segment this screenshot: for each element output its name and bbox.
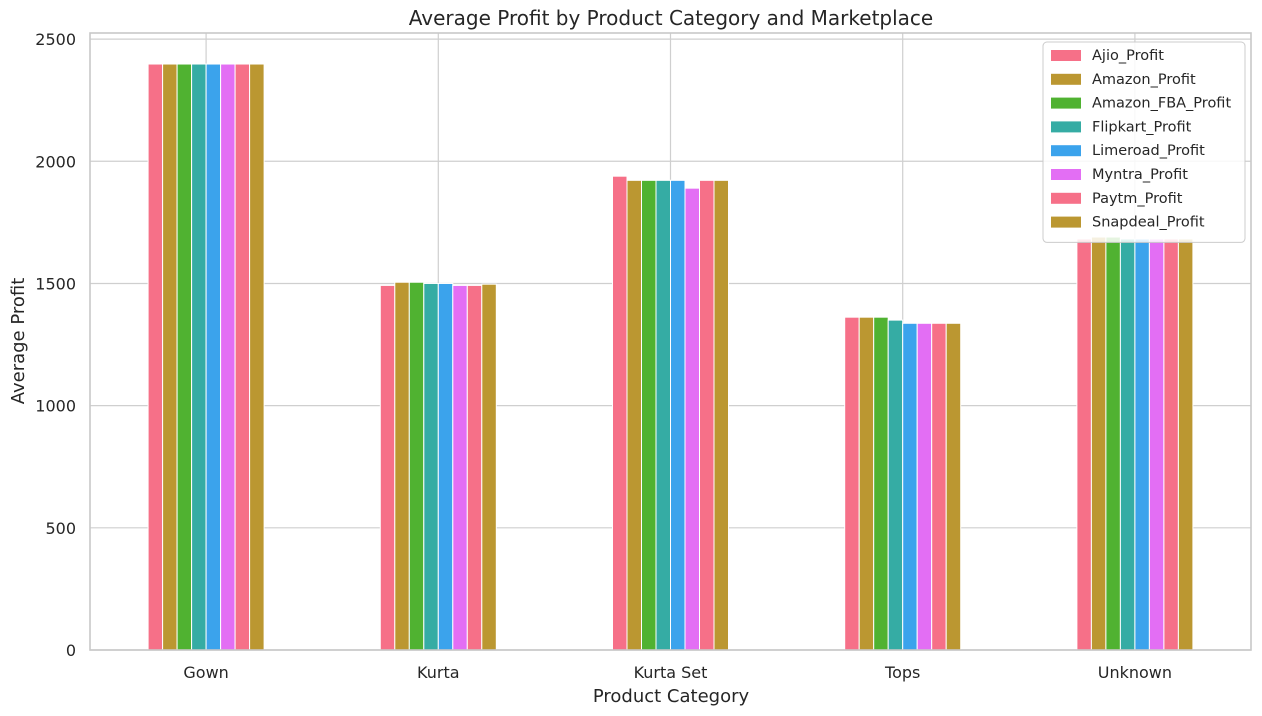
legend-swatch (1051, 73, 1081, 85)
ticks-layer: 0 500 1000 1500 2000 2500 Gown Kurta Kurta Set To… (35, 30, 1172, 682)
bar (1090, 236, 1107, 651)
bar (684, 187, 700, 651)
legend-label: Limeroad_Profit (1092, 143, 1205, 159)
bar (844, 316, 860, 651)
bar (641, 179, 657, 651)
legend-swatch (1051, 192, 1081, 204)
bar (379, 284, 396, 651)
bar (234, 63, 251, 651)
bar (612, 175, 628, 651)
y-tick-label: 0 (66, 641, 76, 660)
x-tick-label: Kurta Set (634, 663, 708, 682)
legend-swatch (1051, 121, 1081, 133)
bar (176, 63, 193, 651)
bar (655, 179, 671, 651)
bar (437, 282, 454, 651)
y-tick-label: 1500 (35, 274, 76, 293)
y-tick-label: 500 (45, 519, 76, 538)
chart-title: Average Profit by Product Category and M… (409, 6, 933, 30)
bar (916, 322, 933, 651)
bar (873, 316, 889, 651)
legend-label: Snapdeal_Profit (1092, 215, 1205, 231)
legend-swatch (1051, 145, 1081, 157)
bar (626, 179, 642, 651)
bar (147, 63, 164, 651)
bar (220, 63, 236, 651)
legend-swatch (1051, 216, 1081, 228)
legend-label: Amazon_Profit (1092, 72, 1196, 88)
bar (481, 283, 497, 651)
y-tick-label: 2500 (35, 30, 76, 49)
legend-swatch (1051, 169, 1081, 180)
bar (466, 284, 483, 651)
legend-box (1042, 41, 1246, 243)
x-tick-label: Tops (884, 663, 920, 682)
bar (945, 322, 962, 651)
legend-swatch (1051, 50, 1081, 61)
bars-layer (147, 63, 1194, 651)
bar (1163, 238, 1179, 651)
bar (205, 63, 222, 651)
x-tick-label: Gown (183, 663, 228, 682)
bar (1119, 238, 1136, 651)
x-tick-label: Kurta (417, 663, 460, 682)
bar (191, 63, 207, 651)
y-tick-label: 2000 (35, 152, 76, 171)
legend-swatch (1051, 97, 1081, 109)
plot-frame (89, 32, 1252, 651)
legend: Ajio_Profit Amazon_Profit Amazon_FBA_Profi… (1042, 41, 1246, 243)
bar (394, 281, 410, 651)
legend-label: Myntra_Profit (1092, 167, 1188, 183)
legend-label: Amazon_FBA_Profit (1092, 96, 1231, 112)
bar (249, 63, 265, 651)
bar (1177, 238, 1194, 651)
bar (452, 284, 468, 651)
bar (699, 179, 715, 651)
bar (162, 63, 178, 651)
legend-label: Ajio_Profit (1092, 48, 1164, 64)
bar (670, 179, 686, 651)
bar (1105, 236, 1121, 651)
bar (931, 322, 947, 651)
x-tick-label: Unknown (1098, 663, 1172, 682)
bar (858, 316, 875, 651)
bar (713, 179, 729, 651)
y-axis-label: Average Profit (8, 278, 29, 405)
bar (887, 319, 904, 651)
legend-label: Paytm_Profit (1092, 191, 1183, 207)
legend-label: Flipkart_Profit (1092, 119, 1192, 135)
bar (1148, 238, 1165, 651)
y-tick-label: 1000 (35, 397, 76, 416)
bar (408, 281, 425, 651)
x-axis-label: Product Category (593, 686, 750, 707)
bar (1134, 238, 1150, 651)
bar (423, 282, 439, 651)
bar (1076, 238, 1092, 651)
bar (902, 322, 918, 651)
